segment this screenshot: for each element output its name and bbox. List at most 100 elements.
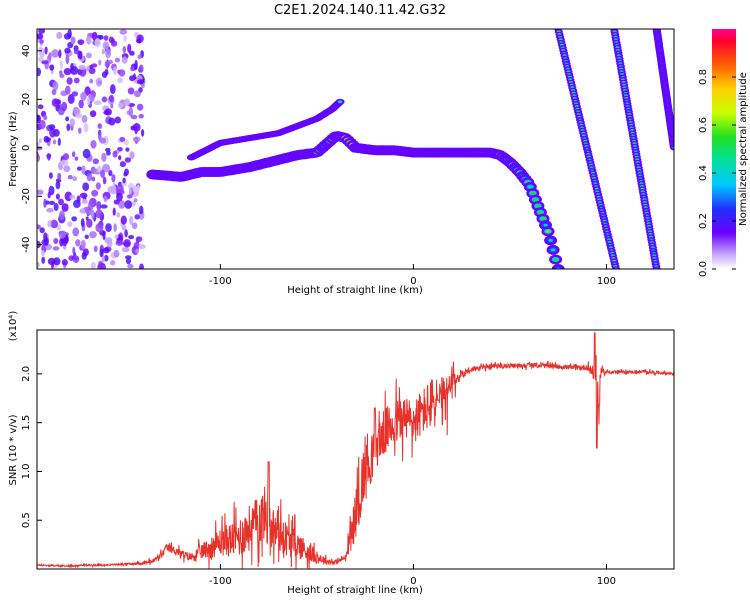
spectrogram-speckle	[66, 123, 71, 132]
spectrogram-speckle	[65, 54, 70, 65]
spectrogram-speckle	[112, 150, 118, 158]
spectrogram-x-axis: -100 0 100	[209, 264, 616, 287]
snr-y-tick-label: 1.0	[21, 463, 32, 479]
spectrogram-speckle	[141, 83, 145, 89]
spectrogram-speckle	[47, 220, 52, 228]
spectrogram-speckle	[37, 114, 41, 124]
spectrogram-speckle	[97, 165, 102, 173]
spectrogram-speckle	[137, 54, 142, 60]
spectrogram-speckle	[48, 200, 56, 205]
spectrogram-speckle	[74, 156, 79, 161]
spectrogram-speckle	[67, 94, 75, 104]
spectrogram-speckle	[48, 124, 56, 130]
spectrogram-speckle	[113, 223, 117, 233]
spectrogram-speckle	[77, 50, 81, 59]
spectrogram-speckle	[101, 48, 105, 55]
spectrogram-speckle	[97, 80, 102, 85]
spectrogram-speckle	[96, 201, 102, 211]
snr-y-tick-label: 2.0	[21, 366, 32, 382]
spectrogram-speckle	[128, 186, 132, 197]
spectrogram-speckle	[61, 101, 68, 112]
spectrogram-core	[548, 239, 553, 242]
spectrogram-speckle	[124, 200, 132, 209]
spectrogram-speckle	[78, 99, 84, 109]
spectrogram-speckle	[65, 85, 71, 95]
spectrogram-speckle	[102, 247, 110, 254]
spectrogram-speckle	[101, 152, 107, 162]
spectrogram-speckle	[133, 198, 138, 203]
spectrogram-speckle	[86, 173, 93, 182]
spectrogram-speckle	[89, 231, 97, 239]
spectrogram-speckle	[118, 200, 126, 209]
spectrogram-speckle	[37, 33, 44, 40]
spectrogram-speckle	[57, 172, 62, 180]
spectrogram-speckle	[37, 224, 41, 230]
spectrogram-speckle	[111, 174, 116, 183]
spectrogram-speckle	[51, 98, 60, 107]
snr-plot-frame	[36, 329, 675, 570]
spectrogram-speckle	[75, 113, 83, 119]
spectrogram-core	[540, 217, 546, 221]
spectrogram-speckle	[63, 165, 71, 173]
spectrogram-speckle	[37, 141, 40, 147]
spectrogram-speckle	[85, 216, 89, 221]
spectrogram-speckle	[108, 170, 113, 177]
spectrogram-speckle	[109, 84, 116, 95]
spectrogram-speckle	[81, 115, 88, 123]
spectrogram-speckle	[104, 60, 111, 68]
spectrogram-speckle	[53, 203, 59, 211]
spectrogram-speckle	[59, 70, 63, 76]
spectrogram-speckle	[72, 176, 77, 182]
spectrogram-speckle	[123, 139, 129, 146]
spectrogram-speckle	[91, 209, 95, 220]
spectrogram-speckle	[102, 41, 110, 50]
spectrogram-speckle	[43, 198, 47, 208]
spectrogram-speckle	[136, 79, 145, 85]
spectrogram-x-tick-label: 100	[597, 276, 616, 287]
spectrogram-speckle	[53, 257, 61, 266]
spectrogram-speckle	[139, 205, 144, 215]
spectrogram-speckle	[94, 100, 102, 105]
spectrogram-speckle	[73, 77, 80, 84]
colorbar-tick-label: 0.6	[698, 117, 709, 133]
spectrogram-speckle	[130, 114, 138, 120]
spectrogram-core	[553, 258, 558, 261]
spectrogram-speckle	[121, 56, 128, 64]
colorbar-tick-label: 0.4	[698, 165, 709, 181]
spectrogram-speckle	[112, 181, 116, 192]
spectrogram-speckle	[90, 140, 97, 149]
spectrogram-speckle	[117, 77, 123, 84]
colorbar-gradient	[712, 29, 736, 269]
spectrogram-speckle	[114, 116, 122, 124]
spectrogram-speckle	[117, 69, 121, 74]
spectrogram-speckle	[58, 198, 64, 206]
spectrogram-speckle	[47, 191, 51, 199]
spectrogram-speckle	[37, 67, 41, 77]
spectrogram-speckle	[60, 159, 69, 167]
spectrogram-speckle	[116, 212, 120, 218]
spectrogram-speckle	[44, 46, 48, 55]
spectrogram-speckle	[135, 237, 140, 244]
snr-x-tick-label: -100	[209, 576, 232, 587]
spectrogram-speckle	[73, 45, 79, 52]
spectrogram-speckle	[88, 200, 94, 211]
spectrogram-speckle	[130, 66, 135, 72]
spectrogram-speckle	[52, 246, 60, 251]
spectrogram-speckle	[55, 181, 61, 190]
spectrogram-core	[530, 191, 536, 195]
spectrogram-speckle	[80, 239, 86, 250]
spectrogram-speckle	[113, 249, 120, 258]
spectrogram-speckle	[91, 176, 96, 182]
spectrogram-speckle	[107, 186, 115, 194]
spectrogram-speckle	[98, 34, 104, 40]
spectrogram-speckle	[99, 248, 104, 258]
spectrogram-speckle	[125, 257, 132, 265]
spectrogram-speckle	[50, 219, 58, 229]
spectrogram-speckle	[134, 59, 138, 70]
spectrogram-speckle	[69, 194, 76, 200]
spectrogram-speckle	[123, 172, 128, 177]
spectrogram-speckle	[38, 138, 42, 143]
spectrogram-halo	[669, 145, 674, 151]
spectrogram-speckle	[55, 193, 60, 200]
spectrogram-speckle	[134, 214, 140, 220]
